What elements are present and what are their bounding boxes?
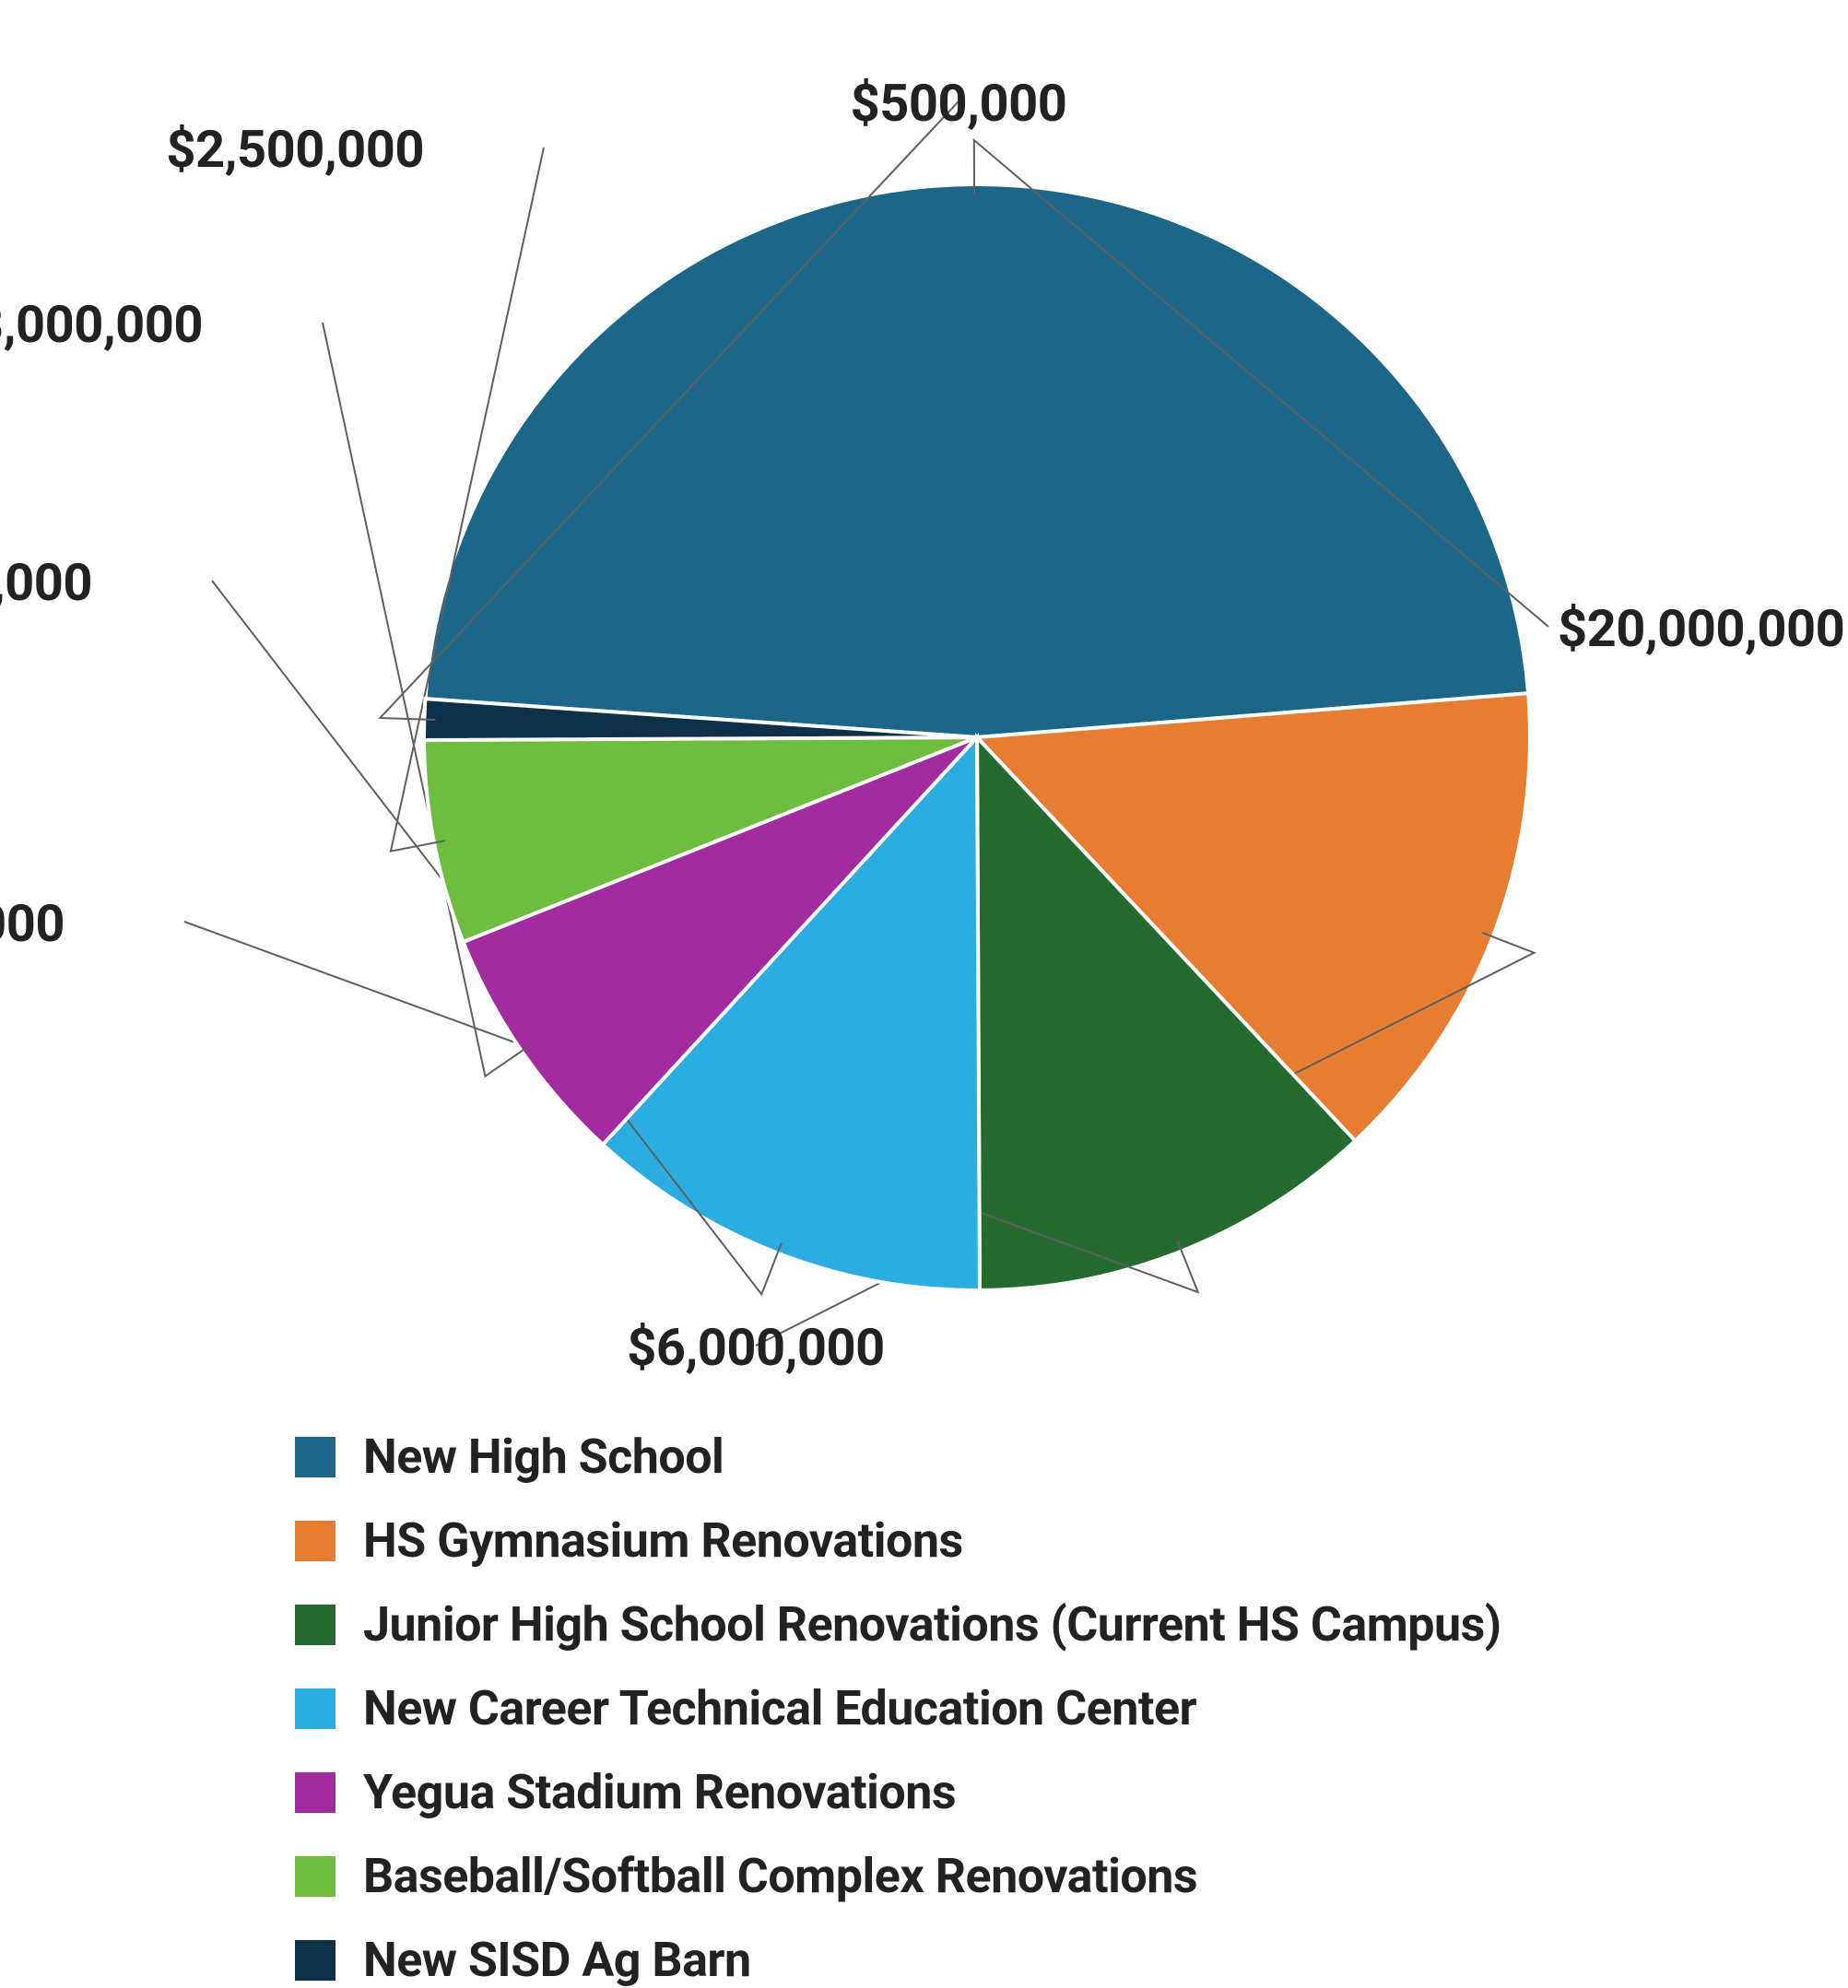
legend-label: New High School <box>363 1429 724 1485</box>
legend-item: Baseball/Softball Complex Renovations <box>295 1848 1793 1904</box>
slice-value-label: $5,000,000 <box>0 893 65 954</box>
legend-item: New SISD Ag Barn <box>295 1932 1793 1988</box>
slice-value-label: $6,000,000 <box>627 1317 885 1378</box>
legend-swatch <box>295 1688 335 1729</box>
legend-item: HS Gymnasium Renovations <box>295 1512 1793 1569</box>
legend-swatch <box>295 1772 335 1813</box>
legend-swatch <box>295 1940 335 1981</box>
legend-label: New SISD Ag Barn <box>363 1932 751 1988</box>
legend-swatch <box>295 1856 335 1897</box>
slice-value-label: $2,500,000 <box>166 119 424 180</box>
legend-item: Yegua Stadium Renovations <box>295 1764 1793 1820</box>
slice-value-label: $5,000,000 <box>0 552 92 613</box>
pie-svg <box>55 37 1848 1401</box>
pie-area: $20,000,000$6,000,000$5,000,000$5,000,00… <box>55 37 1793 1401</box>
legend-item: New High School <box>295 1429 1793 1485</box>
legend-label: Junior High School Renovations (Current … <box>363 1596 1501 1653</box>
slice-value-label: $20,000,000 <box>1558 598 1844 659</box>
legend-swatch <box>295 1605 335 1645</box>
pie-slice <box>425 184 1528 737</box>
legend-swatch <box>295 1521 335 1561</box>
legend-label: Yegua Stadium Renovations <box>363 1764 956 1820</box>
legend-swatch <box>295 1437 335 1477</box>
legend: New High School HS Gymnasium Renovations J… <box>295 1429 1793 1988</box>
legend-item: Junior High School Renovations (Current … <box>295 1596 1793 1653</box>
slice-value-label: $3,000,000 <box>0 294 203 355</box>
legend-label: New Career Technical Education Center <box>363 1680 1196 1736</box>
legend-label: Baseball/Softball Complex Renovations <box>363 1848 1197 1904</box>
budget-pie-chart: $20,000,000 $6,000,000 $5,000,000 $5,000,00… <box>0 0 1848 1969</box>
legend-label: HS Gymnasium Renovations <box>363 1512 963 1569</box>
legend-item: New Career Technical Education Center <box>295 1680 1793 1736</box>
slice-value-label: $500,000 <box>851 73 1067 134</box>
